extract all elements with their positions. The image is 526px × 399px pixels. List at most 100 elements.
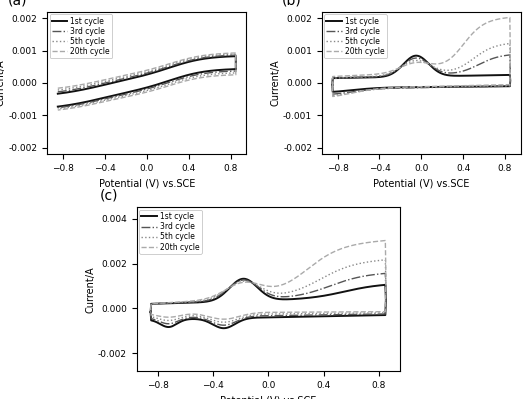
20th cycle bbox=[332, 310, 338, 314]
5th cycle bbox=[469, 84, 475, 89]
1st cycle bbox=[55, 104, 61, 109]
1st cycle bbox=[204, 69, 210, 74]
3rd cycle bbox=[261, 313, 267, 318]
1st cycle bbox=[330, 89, 336, 94]
1st cycle bbox=[329, 83, 336, 87]
20th cycle bbox=[55, 108, 61, 113]
3rd cycle bbox=[345, 312, 351, 317]
20th cycle bbox=[469, 83, 475, 88]
5th cycle bbox=[332, 311, 338, 316]
3rd cycle bbox=[382, 271, 389, 276]
5th cycle bbox=[415, 85, 421, 90]
1st cycle bbox=[220, 326, 227, 331]
Line: 3rd cycle: 3rd cycle bbox=[58, 55, 236, 108]
20th cycle bbox=[147, 307, 154, 312]
5th cycle bbox=[329, 85, 336, 89]
X-axis label: Potential (V) vs.SCE: Potential (V) vs.SCE bbox=[373, 178, 470, 188]
5th cycle bbox=[147, 308, 154, 312]
3rd cycle bbox=[469, 84, 475, 89]
5th cycle bbox=[329, 85, 336, 89]
Legend: 1st cycle, 3rd cycle, 5th cycle, 20th cycle: 1st cycle, 3rd cycle, 5th cycle, 20th cy… bbox=[324, 14, 387, 58]
3rd cycle bbox=[147, 309, 154, 314]
1st cycle bbox=[240, 277, 247, 281]
20th cycle bbox=[329, 84, 336, 89]
3rd cycle bbox=[194, 72, 200, 77]
3rd cycle bbox=[220, 323, 227, 328]
20th cycle bbox=[478, 83, 484, 88]
Line: 5th cycle: 5th cycle bbox=[332, 43, 510, 95]
1st cycle bbox=[332, 314, 338, 318]
1st cycle bbox=[212, 323, 218, 328]
Line: 20th cycle: 20th cycle bbox=[332, 18, 510, 97]
5th cycle bbox=[140, 89, 147, 94]
20th cycle bbox=[194, 76, 200, 81]
20th cycle bbox=[204, 75, 210, 79]
20th cycle bbox=[140, 91, 147, 95]
20th cycle bbox=[220, 317, 227, 322]
1st cycle bbox=[378, 85, 385, 90]
5th cycle bbox=[194, 74, 200, 79]
5th cycle bbox=[318, 311, 324, 316]
5th cycle bbox=[184, 77, 190, 81]
Line: 1st cycle: 1st cycle bbox=[58, 56, 236, 107]
20th cycle bbox=[55, 86, 61, 91]
3rd cycle bbox=[478, 84, 484, 89]
20th cycle bbox=[378, 86, 385, 91]
Line: 5th cycle: 5th cycle bbox=[150, 260, 386, 322]
X-axis label: Potential (V) vs.SCE: Potential (V) vs.SCE bbox=[98, 178, 195, 188]
3rd cycle bbox=[55, 89, 61, 94]
5th cycle bbox=[176, 300, 183, 305]
1st cycle bbox=[329, 83, 336, 87]
20th cycle bbox=[318, 310, 324, 314]
20th cycle bbox=[382, 238, 389, 243]
1st cycle bbox=[147, 310, 154, 314]
20th cycle bbox=[329, 84, 336, 89]
Text: (a): (a) bbox=[7, 0, 27, 8]
Y-axis label: Current/A: Current/A bbox=[0, 60, 6, 106]
3rd cycle bbox=[212, 321, 218, 326]
20th cycle bbox=[351, 73, 357, 78]
20th cycle bbox=[104, 99, 110, 104]
5th cycle bbox=[330, 93, 336, 98]
20th cycle bbox=[184, 78, 190, 83]
Text: (c): (c) bbox=[100, 189, 118, 203]
1st cycle bbox=[261, 315, 267, 320]
5th cycle bbox=[76, 84, 83, 89]
Y-axis label: Current/A: Current/A bbox=[270, 60, 280, 106]
3rd cycle bbox=[351, 75, 357, 80]
5th cycle bbox=[478, 84, 484, 89]
Legend: 1st cycle, 3rd cycle, 5th cycle, 20th cycle: 1st cycle, 3rd cycle, 5th cycle, 20th cy… bbox=[139, 210, 201, 254]
20th cycle bbox=[507, 15, 513, 20]
1st cycle bbox=[478, 84, 484, 89]
1st cycle bbox=[76, 88, 83, 93]
3rd cycle bbox=[378, 86, 385, 91]
3rd cycle bbox=[140, 87, 147, 92]
20th cycle bbox=[176, 300, 183, 304]
Legend: 1st cycle, 3rd cycle, 5th cycle, 20th cycle: 1st cycle, 3rd cycle, 5th cycle, 20th cy… bbox=[49, 14, 112, 58]
20th cycle bbox=[345, 310, 351, 314]
3rd cycle bbox=[330, 92, 336, 97]
3rd cycle bbox=[55, 105, 61, 110]
5th cycle bbox=[55, 107, 61, 111]
5th cycle bbox=[345, 311, 351, 316]
1st cycle bbox=[345, 313, 351, 318]
1st cycle bbox=[458, 84, 464, 89]
Line: 5th cycle: 5th cycle bbox=[58, 54, 236, 109]
Line: 1st cycle: 1st cycle bbox=[150, 279, 386, 328]
3rd cycle bbox=[176, 300, 183, 305]
1st cycle bbox=[147, 310, 154, 314]
3rd cycle bbox=[147, 309, 154, 314]
3rd cycle bbox=[458, 85, 464, 89]
3rd cycle bbox=[329, 84, 336, 89]
3rd cycle bbox=[415, 85, 421, 90]
5th cycle bbox=[204, 73, 210, 77]
1st cycle bbox=[351, 75, 357, 80]
20th cycle bbox=[212, 316, 218, 320]
1st cycle bbox=[194, 71, 200, 75]
5th cycle bbox=[378, 86, 385, 91]
5th cycle bbox=[147, 308, 154, 312]
3rd cycle bbox=[329, 84, 336, 89]
3rd cycle bbox=[507, 53, 513, 57]
5th cycle bbox=[458, 84, 464, 89]
3rd cycle bbox=[332, 312, 338, 317]
